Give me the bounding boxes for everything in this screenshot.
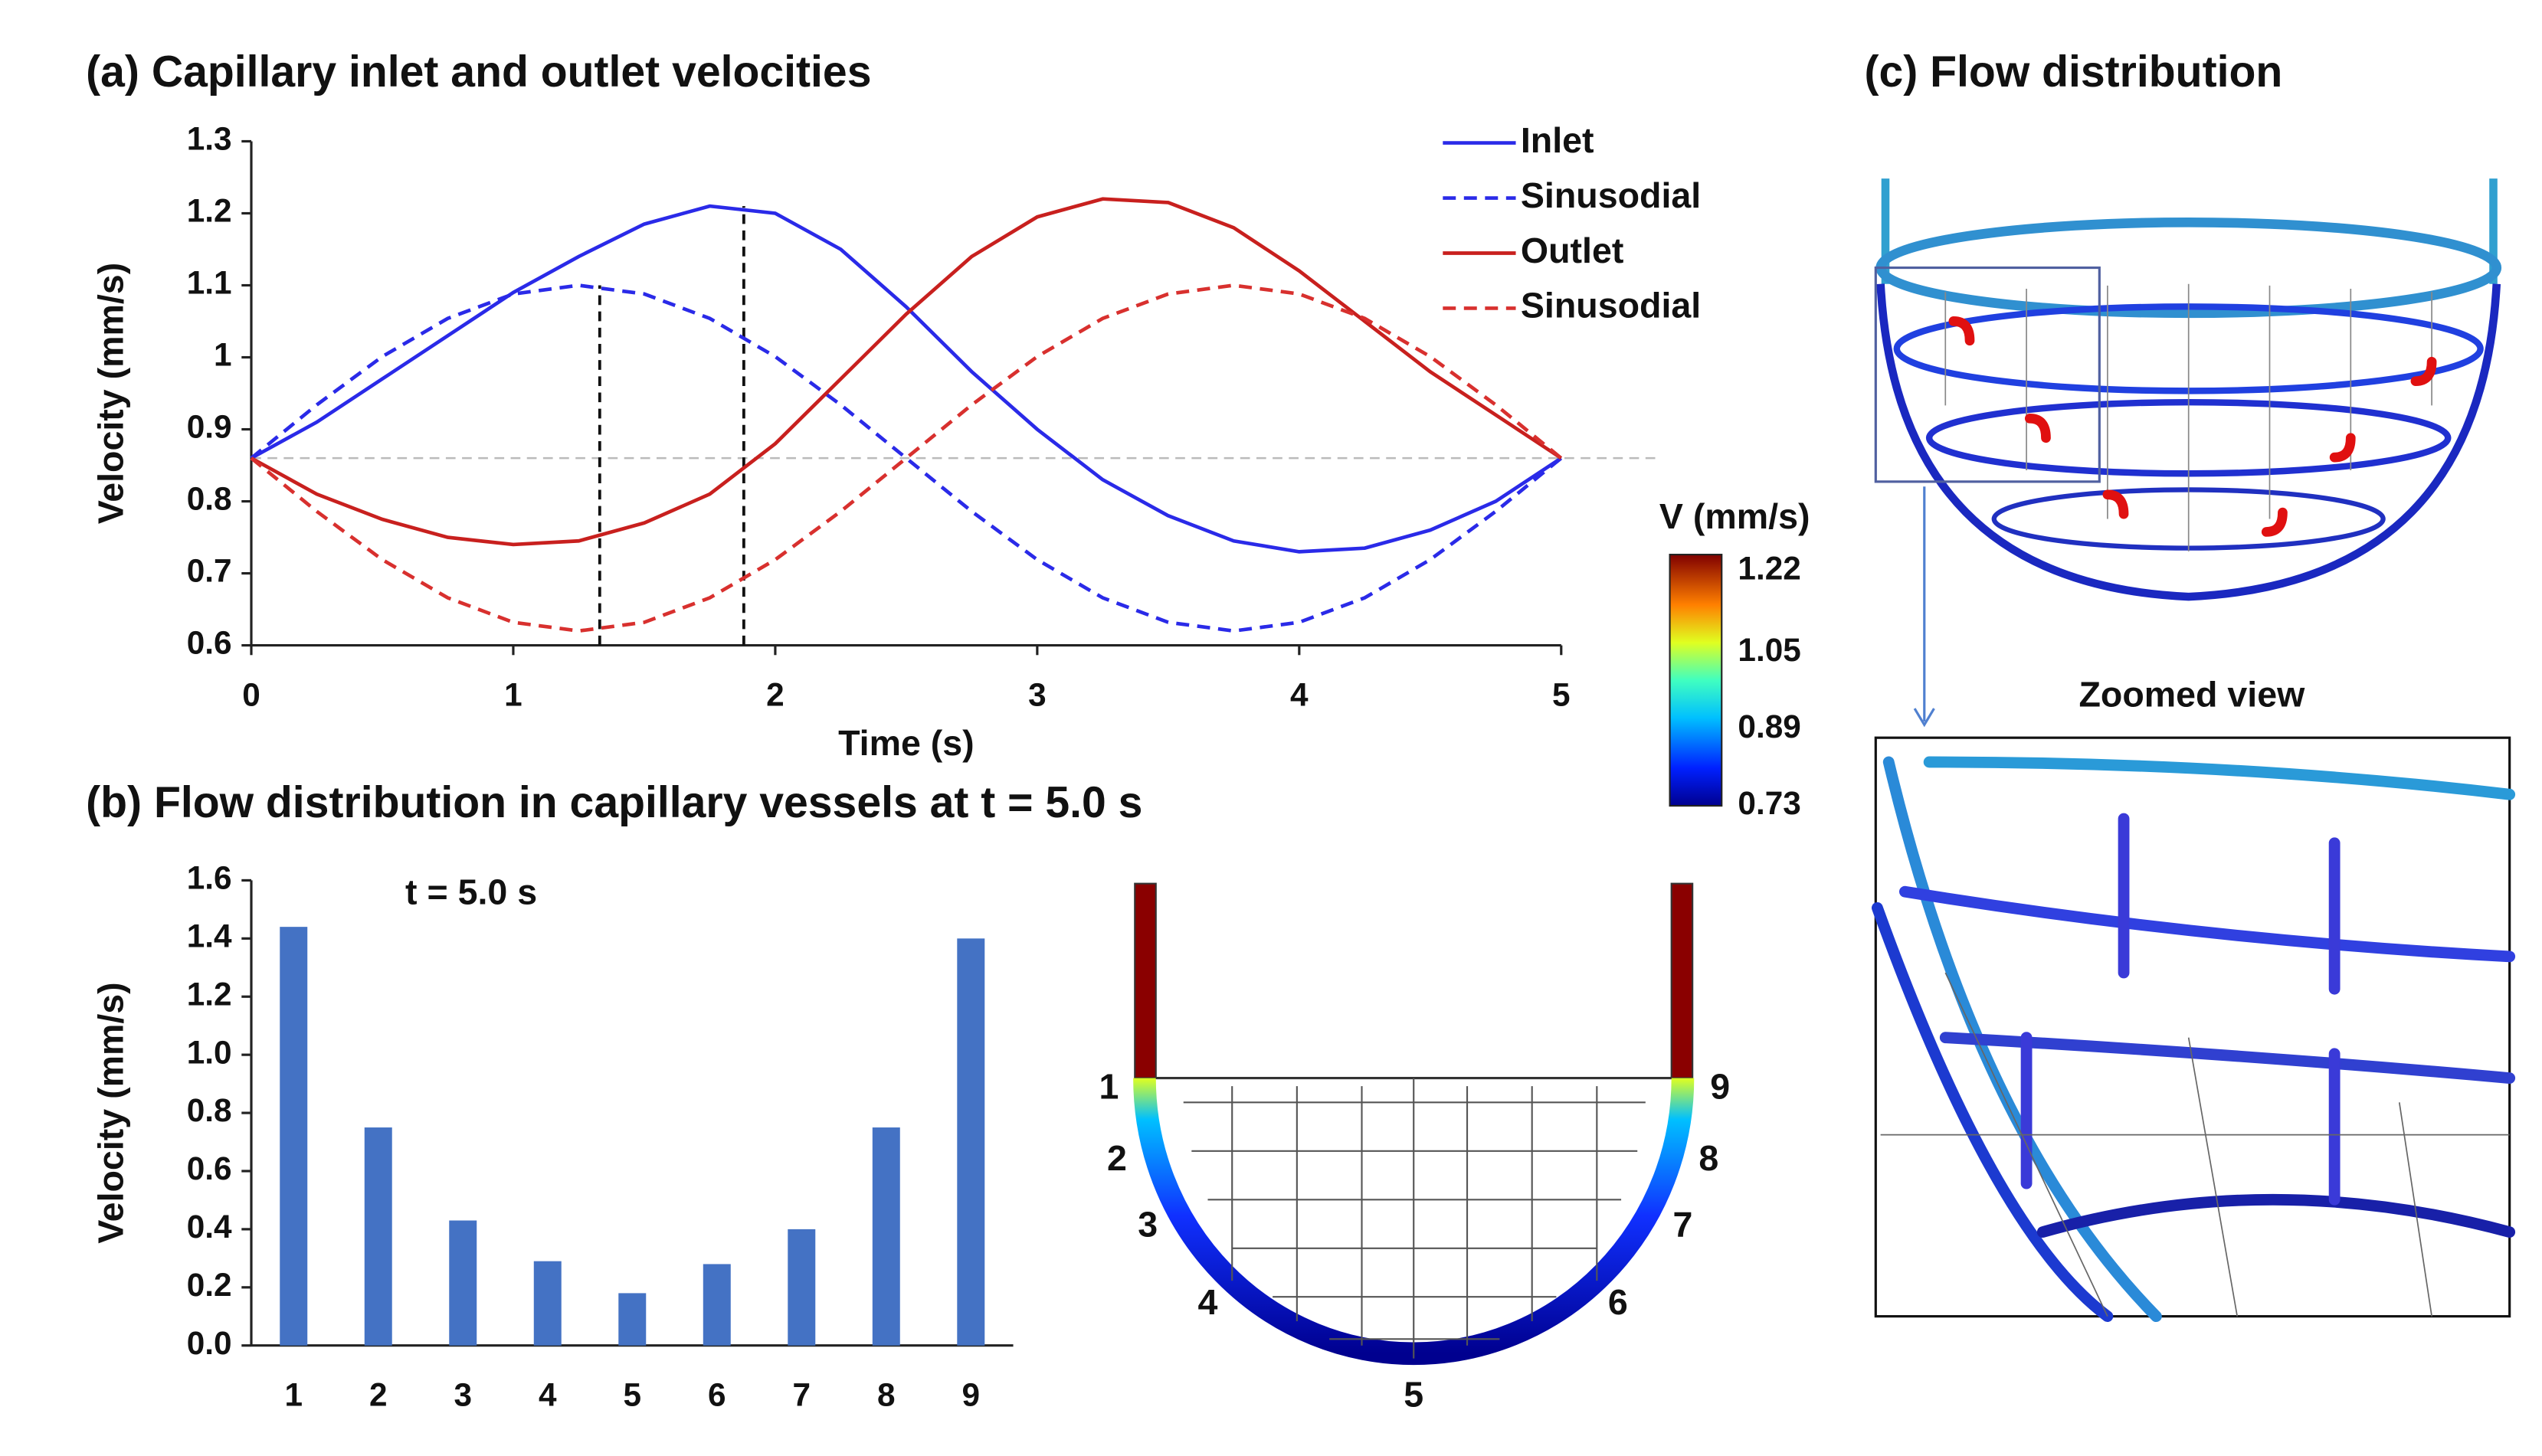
- y-tick-label: 0.6: [187, 1150, 232, 1186]
- colorbar-title: V (mm/s): [1659, 496, 1810, 536]
- x-tick-label: 9: [962, 1377, 981, 1413]
- y-tick-label: 0.7: [187, 553, 232, 589]
- x-tick-label: 1: [504, 676, 522, 712]
- vessel-label: 5: [1404, 1375, 1423, 1415]
- bar: [364, 1127, 392, 1346]
- y-tick-label: 0.4: [187, 1209, 232, 1245]
- line-series: [250, 283, 1563, 633]
- legend-label: Inlet: [1521, 120, 1594, 160]
- y-axis-label: Velocity (mm/s): [90, 982, 130, 1243]
- y-tick-label: 1.6: [187, 860, 232, 896]
- colorbar-tick-label: 1.05: [1738, 632, 1800, 668]
- colorbar: [1669, 554, 1723, 807]
- vessel-label: 2: [1107, 1138, 1127, 1178]
- bar: [449, 1220, 477, 1346]
- vessel-label: 8: [1698, 1138, 1718, 1178]
- y-tick-label: 0.8: [187, 1092, 232, 1128]
- bar: [280, 927, 308, 1346]
- vessel-label: 9: [1710, 1067, 1730, 1107]
- x-tick-label: 0: [242, 676, 260, 712]
- line-series: [250, 197, 1563, 547]
- vessel-label: 3: [1138, 1205, 1158, 1245]
- x-tick-label: 4: [539, 1377, 557, 1413]
- y-tick-label: 1.2: [187, 976, 232, 1012]
- bar: [533, 1261, 562, 1346]
- y-tick-label: 0.8: [187, 481, 232, 517]
- legend-label: Sinusodial: [1521, 175, 1701, 215]
- y-tick-label: 0.0: [187, 1325, 232, 1361]
- colorbar-tick-label: 0.89: [1738, 708, 1800, 744]
- x-tick-label: 4: [1290, 676, 1309, 712]
- panel-b-title: (b) Flow distribution in capillary vesse…: [86, 778, 1142, 827]
- legend-label: Sinusodial: [1521, 286, 1701, 326]
- flow-3d-view: [1872, 178, 2516, 1323]
- x-axis-label: Time (s): [838, 723, 975, 763]
- x-tick-label: 2: [369, 1377, 388, 1413]
- y-tick-label: 1.4: [187, 918, 232, 954]
- y-tick-label: 1: [214, 337, 232, 373]
- x-tick-label: 2: [766, 676, 785, 712]
- colorbar-tick-label: 0.73: [1738, 785, 1800, 821]
- bar: [872, 1127, 900, 1346]
- x-tick-label: 6: [708, 1377, 726, 1413]
- y-tick-label: 1.0: [187, 1034, 232, 1070]
- y-axis-label: Velocity (mm/s): [90, 263, 130, 524]
- panel-c-title: (c) Flow distribution: [1864, 47, 2282, 97]
- y-tick-label: 0.2: [187, 1267, 232, 1303]
- line-series: [250, 204, 1563, 554]
- vessel-label: 6: [1608, 1282, 1628, 1322]
- y-tick-label: 1.1: [187, 265, 232, 301]
- x-tick-label: 5: [623, 1377, 641, 1413]
- x-tick-label: 8: [877, 1377, 896, 1413]
- vessel-label: 4: [1198, 1282, 1218, 1322]
- bar: [788, 1229, 816, 1346]
- y-tick-label: 0.6: [187, 625, 232, 661]
- panel-a-title: (a) Capillary inlet and outlet velocitie…: [86, 47, 871, 97]
- y-tick-label: 1.2: [187, 193, 232, 229]
- x-tick-label: 3: [1028, 676, 1047, 712]
- bar: [957, 938, 985, 1346]
- vessel-label: 7: [1673, 1205, 1693, 1245]
- x-tick-label: 5: [1552, 676, 1571, 712]
- colorbar-tick-label: 1.22: [1738, 550, 1800, 586]
- y-tick-label: 1.3: [187, 121, 232, 157]
- vessel-diagram: [1133, 882, 1695, 1366]
- legend-label: Outlet: [1521, 231, 1623, 270]
- x-tick-label: 7: [793, 1377, 811, 1413]
- line-series: [250, 283, 1563, 633]
- zoom-label: Zoomed view: [2078, 675, 2305, 715]
- bar: [618, 1293, 647, 1346]
- x-tick-label: 3: [454, 1377, 472, 1413]
- bar: [703, 1264, 731, 1346]
- y-tick-label: 0.9: [187, 409, 232, 445]
- x-tick-label: 1: [284, 1377, 303, 1413]
- annotation: t = 5.0 s: [405, 872, 537, 912]
- vessel-label: 1: [1099, 1067, 1119, 1107]
